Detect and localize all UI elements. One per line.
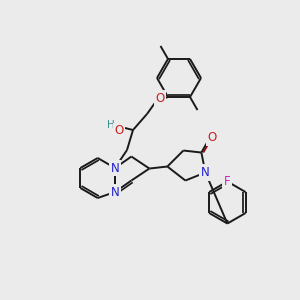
Text: O: O <box>114 124 124 137</box>
Text: N: N <box>111 161 119 175</box>
Text: H: H <box>107 120 115 130</box>
Text: O: O <box>155 92 165 104</box>
Text: N: N <box>111 185 119 199</box>
Text: O: O <box>208 131 217 144</box>
Text: F: F <box>224 175 231 188</box>
Text: N: N <box>201 166 210 179</box>
